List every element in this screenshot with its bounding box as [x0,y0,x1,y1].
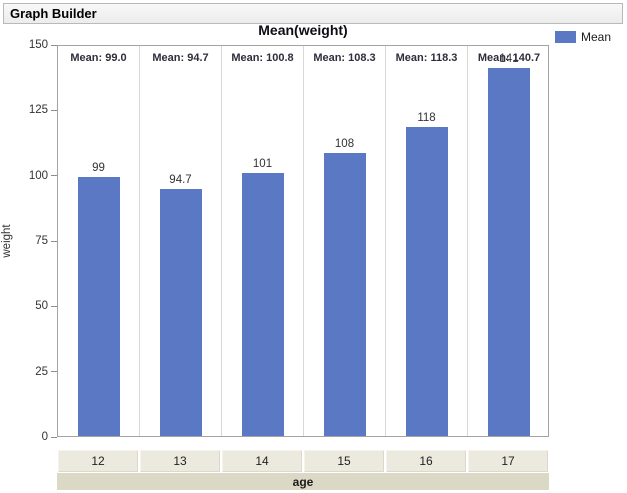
legend-swatch-mean[interactable] [555,31,576,43]
y-tick-mark [51,175,57,177]
category-column-12: Mean: 99.0 99 [58,46,140,436]
x-axis-title: age [292,474,314,489]
bar-mean-weight[interactable] [488,68,530,436]
mean-caption: Mean: 108.3 [313,52,376,64]
y-tick-label: 0 [41,431,48,443]
chart-title: Mean(weight) [258,22,348,38]
bar-mean-weight[interactable] [242,172,284,436]
mean-caption: Mean: 94.7 [152,52,209,64]
x-category-label-13[interactable]: 13 [140,450,220,472]
report-outline-header[interactable]: Graph Builder [3,3,623,24]
mean-caption: Mean: 100.8 [231,52,294,64]
y-tick-mark [51,109,57,111]
x-category-label-15[interactable]: 15 [304,450,384,472]
y-tick-label: 75 [35,235,48,247]
bar-value-label: 118 [417,111,436,124]
report-title: Graph Builder [10,6,97,21]
y-tick-mark [51,371,57,373]
y-tick-mark [51,44,57,46]
y-tick-label: 25 [35,365,48,378]
bar-mean-weight[interactable] [78,177,120,436]
x-category-label-17[interactable]: 17 [468,450,548,472]
y-tick-mark [51,305,57,307]
legend-label-mean: Mean [581,30,612,44]
category-column-13: Mean: 94.7 94.7 [140,46,222,436]
mean-caption: Mean: 140.7 [477,52,541,64]
category-column-15: Mean: 108.3 108 [304,46,386,436]
y-tick-label: 150 [28,39,48,51]
x-axis-title-band[interactable]: age [57,473,549,490]
bar-mean-weight[interactable] [324,152,366,436]
bar-mean-weight[interactable] [160,188,202,436]
category-column-14: Mean: 100.8 101 [222,46,304,436]
y-tick-label: 125 [28,104,48,117]
y-tick-label: 50 [35,300,48,313]
y-tick-mark [51,436,57,438]
x-category-label-14[interactable]: 14 [222,450,302,472]
legend: Mean [555,30,611,44]
category-column-17: Mean: 140.7 141 [468,46,550,436]
bar-value-label: 141 [499,53,519,66]
category-column-16: Mean: 118.3 118 [386,46,468,436]
plot-area[interactable]: Mean: 99.0 99 Mean: 94.7 94.7 Mean: 100.8 101… [57,45,549,437]
bar-value-label: 101 [252,157,273,170]
bar-value-label: 94.7 [169,173,192,186]
x-category-label-16[interactable]: 16 [386,450,466,472]
bar-mean-weight[interactable] [406,126,448,436]
mean-caption: Mean: 118.3 [395,52,458,64]
y-tick-label: 100 [28,169,48,182]
bar-value-label: 108 [334,137,355,150]
x-category-label-12[interactable]: 12 [58,450,138,472]
mean-caption: Mean: 99.0 [70,52,127,64]
bar-value-label: 99 [92,162,105,175]
y-tick-mark [51,240,57,242]
